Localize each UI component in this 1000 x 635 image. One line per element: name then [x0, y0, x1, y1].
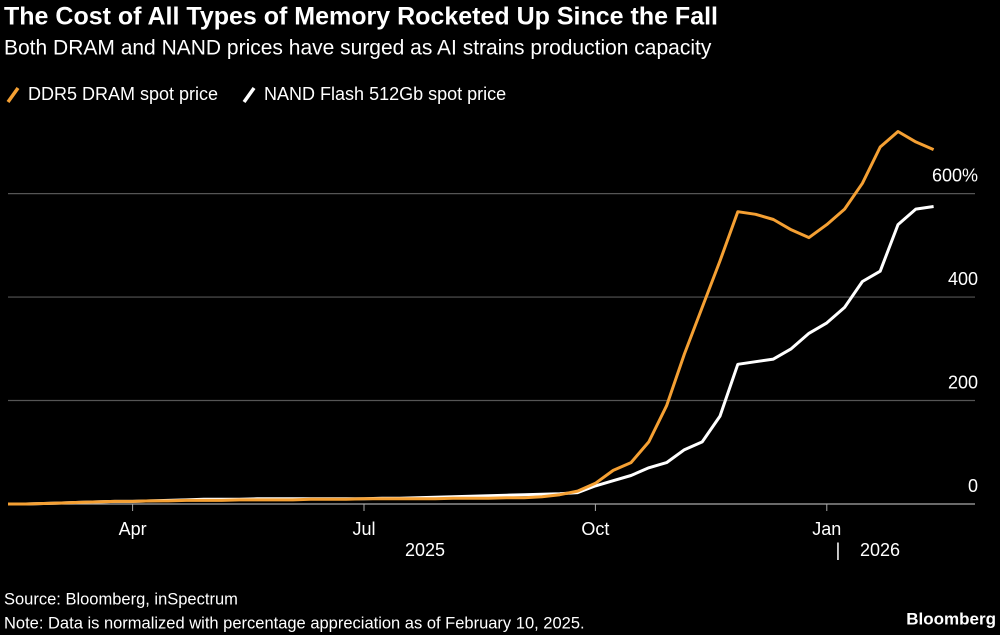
- year-label: 2025: [405, 540, 445, 560]
- legend-label: NAND Flash 512Gb spot price: [264, 84, 506, 104]
- year-label: 2026: [860, 540, 900, 560]
- legend-label: DDR5 DRAM spot price: [28, 84, 218, 104]
- x-tick-label: Oct: [581, 519, 609, 539]
- year-separator: |: [836, 540, 841, 560]
- series-line: [8, 130, 935, 506]
- series-line: [8, 205, 934, 506]
- legend-swatch: [6, 86, 20, 104]
- y-tick-label: 600%: [932, 165, 978, 185]
- y-tick-label: 0: [968, 476, 978, 496]
- brand: Bloomberg: [906, 609, 996, 628]
- x-tick-label: Jan: [812, 519, 841, 539]
- chart-subtitle: Both DRAM and NAND prices have surged as…: [4, 37, 712, 60]
- x-tick-label: Jul: [352, 519, 375, 539]
- note: Note: Data is normalized with percentage…: [4, 614, 585, 632]
- source: Source: Bloomberg, inSpectrum: [4, 590, 238, 608]
- chart-title: The Cost of All Types of Memory Rocketed…: [4, 3, 718, 31]
- y-tick-label: 200: [948, 372, 978, 392]
- y-tick-label: 400: [948, 269, 978, 289]
- legend-swatch: [242, 86, 256, 104]
- x-tick-label: Apr: [119, 519, 147, 539]
